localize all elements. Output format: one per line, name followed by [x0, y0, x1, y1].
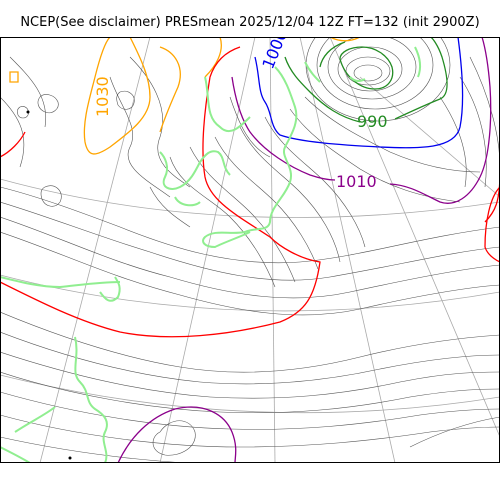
- pressure-map: 990 1010 1000 1030: [0, 37, 500, 463]
- local-contours: [17, 90, 135, 207]
- longitude-line: [359, 76, 500, 198]
- map-border: [0, 37, 500, 463]
- latitude-line: [0, 274, 500, 312]
- isobars-thin: [0, 56, 500, 463]
- longitude-line: [39, 37, 151, 463]
- isobar-label-1000: 1000: [258, 37, 291, 72]
- graticule: [0, 37, 500, 463]
- station-marker: [68, 456, 72, 460]
- latitude-line: [0, 178, 500, 218]
- coastline: [0, 46, 422, 463]
- isobar-990: [284, 37, 448, 123]
- isobar-1020: [0, 46, 500, 338]
- low-pressure-center: [305, 37, 451, 122]
- isobar-label-1030: 1030: [93, 76, 112, 117]
- map-panel: 990 1010 1000 1030: [0, 37, 500, 463]
- isobar-1000: [254, 37, 464, 149]
- isobar-1030: [9, 37, 361, 155]
- longitude-line: [299, 37, 396, 463]
- latitude-line: [0, 374, 500, 414]
- longitude-line: [329, 37, 500, 438]
- longitude-line: [269, 37, 276, 463]
- map-title: NCEP(See disclaimer) PRESmean 2025/12/04…: [20, 15, 480, 30]
- isobar-label-1010: 1010: [336, 172, 377, 191]
- isobar-1010: [117, 37, 492, 463]
- isobar-label-990: 990: [357, 112, 388, 131]
- station-marker: [26, 110, 30, 114]
